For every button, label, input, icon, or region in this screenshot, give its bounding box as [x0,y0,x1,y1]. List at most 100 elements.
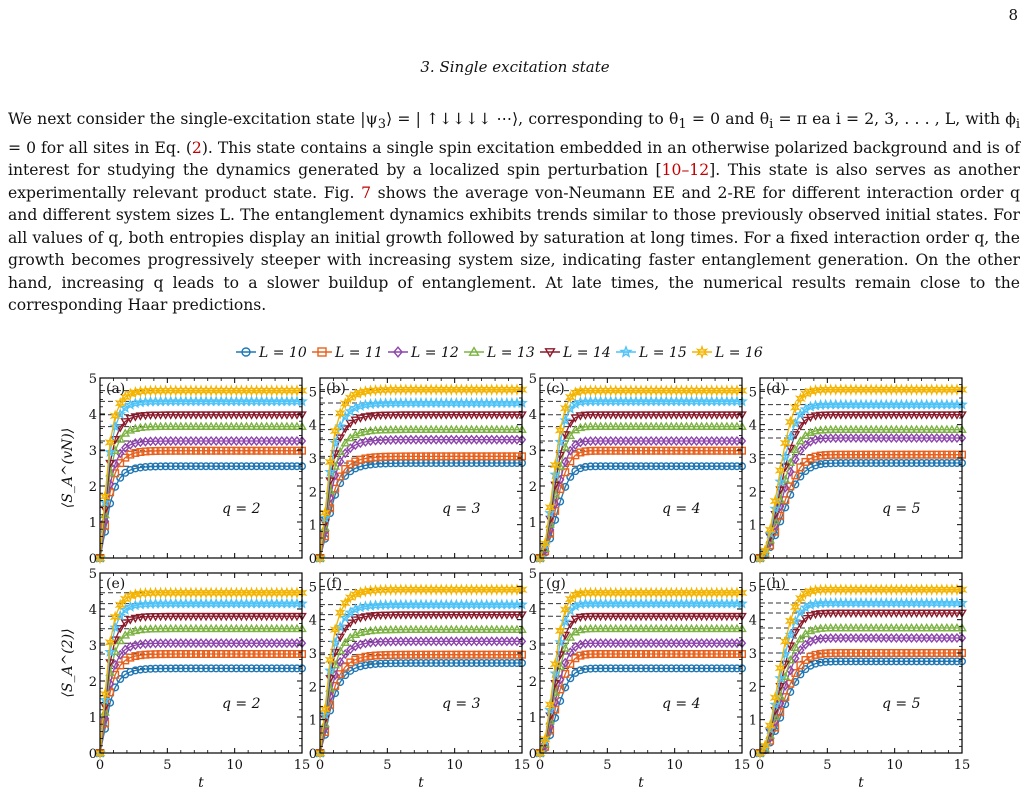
data-point [512,611,522,620]
data-point [641,421,651,430]
data-point [636,612,646,622]
data-point [835,622,846,632]
data-point [222,664,231,673]
data-point [901,622,912,632]
data-point [922,649,931,658]
y-tick-label: 4 [89,408,97,423]
data-point [616,664,625,673]
data-point [227,462,236,471]
data-point [931,622,942,632]
data-point [376,651,385,660]
data-point [666,411,677,420]
data-point [282,650,291,659]
equation-link[interactable]: 2 [191,138,202,157]
data-point [561,657,570,668]
data-point [561,482,570,491]
data-point [866,622,876,632]
x-tick-label: 10 [446,758,463,773]
data-point [466,611,477,620]
series-L14 [755,609,967,759]
data-point [391,659,400,668]
data-point [380,611,391,620]
data-point [104,645,116,657]
data-point [922,458,931,467]
data-point [616,446,625,455]
data-point [351,664,360,673]
data-point [712,650,721,659]
data-point [171,664,180,673]
data-point [277,664,286,673]
data-point [942,622,952,632]
data-point [196,411,206,420]
data-point [846,609,856,619]
data-point [876,622,887,632]
data-point [556,685,565,694]
data-point [646,421,656,430]
data-point [806,652,815,661]
series-L12 [535,638,747,759]
data-point [871,609,881,619]
data-point [437,650,446,659]
data-point [262,446,271,455]
data-point [341,464,350,473]
data-point [931,609,942,619]
data-point [232,664,241,673]
series-L14 [315,411,527,564]
panel-e: 0 1 2 3 4 5 0 5 10 15 t (e) q = 2 [89,567,311,791]
data-point [487,452,496,461]
data-point [151,664,160,673]
legend-item: L = 11 [312,345,383,361]
data-point [170,612,181,622]
series-L16 [754,383,968,565]
data-point [256,612,267,622]
data-point [866,609,876,619]
data-point [421,424,431,434]
data-point [686,612,697,622]
series-L14 [535,411,747,564]
citation-link[interactable]: 10–12 [661,161,710,180]
data-point [687,446,696,455]
data-point [784,614,796,628]
data-point [774,672,787,684]
data-point [952,424,962,434]
data-point [796,445,805,456]
data-point [381,452,390,461]
data-point [872,657,881,666]
data-point [471,424,482,434]
data-point [319,702,331,716]
data-point [821,649,830,658]
data-point [947,657,956,666]
data-point [125,414,136,424]
plot-frame [539,572,743,754]
data-point [656,421,667,430]
panel-c: 0 1 2 3 4 5 (c) q = 4 [529,372,748,567]
x-tick-label: 5 [603,758,611,773]
data-point [867,649,876,658]
data-point [576,651,585,660]
data-point [902,450,911,459]
data-point [831,450,840,459]
data-point [867,450,876,459]
data-point [851,622,861,632]
x-tick-label: 5 [163,758,171,773]
data-point [126,450,135,459]
data-point [432,650,441,659]
data-point [682,664,691,673]
data-point [146,664,155,673]
data-point [231,421,242,430]
data-point [140,411,151,421]
plot-frame [99,572,303,754]
data-point [922,450,931,459]
figure-link[interactable]: 7 [361,183,371,202]
data-point [936,609,947,619]
data-point [232,446,241,455]
series-L15 [314,598,528,758]
data-point [906,609,917,619]
data-point [380,624,391,634]
data-point [395,411,406,420]
data-point [637,446,646,455]
y-tick-label: 5 [89,567,97,582]
panel-letter: (e) [106,576,125,592]
data-point [277,650,286,659]
x-axis-label: t [638,775,644,791]
